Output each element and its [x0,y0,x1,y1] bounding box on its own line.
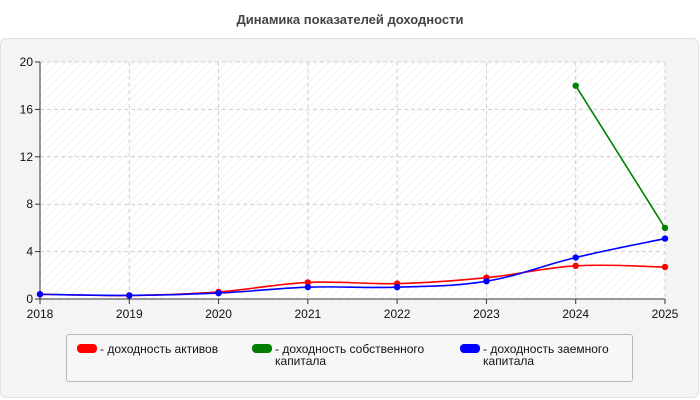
x-tick-label: 2022 [384,307,411,321]
data-point-debt [36,291,44,298]
y-tick-label: 8 [26,197,33,211]
data-point-assets [304,279,312,286]
legend-item-equity: - доходность собственного капитала [252,343,435,367]
x-tick-label: 2025 [652,307,679,321]
y-tick-label: 12 [20,150,34,164]
legend-swatch-equity [252,344,272,353]
legend-label-equity: - доходность собственного капитала [275,342,425,368]
data-point-debt [483,278,490,285]
data-point-debt [572,254,579,261]
data-point-debt [661,235,669,242]
y-tick-label: 16 [20,102,34,116]
chart-legend: - доходность активов - доходность собств… [66,334,633,382]
x-tick-label: 2018 [27,307,54,321]
legend-item-debt: - доходность заемного капитала [460,343,643,367]
y-tick-label: 4 [26,245,33,259]
data-point-debt [304,283,312,291]
legend-swatch-debt [460,344,480,353]
series-line-equity [575,85,666,229]
data-point-debt [215,289,222,297]
data-point-debt [393,283,401,291]
series-line-debt [39,237,666,297]
data-point-equity [661,224,669,232]
data-point-equity [572,82,579,89]
data-point-assets [661,263,669,271]
legend-item-assets: - доходность активов [77,343,260,355]
x-tick-label: 2023 [473,307,500,321]
x-tick-label: 2024 [562,307,589,321]
y-tick-label: 20 [20,55,34,69]
x-tick-label: 2020 [205,307,232,321]
data-point-debt [126,292,133,299]
legend-swatch-assets [77,344,97,353]
y-tick-label: 0 [26,292,33,306]
x-tick-label: 2019 [116,307,143,321]
plot-area [40,62,665,299]
data-point-assets [572,262,579,270]
x-tick-label: 2021 [295,307,322,321]
legend-label-assets: - доходность активов [100,342,219,356]
chart-title: Динамика показателей доходности [236,12,464,27]
legend-label-debt: - доходность заемного капитала [483,342,609,368]
